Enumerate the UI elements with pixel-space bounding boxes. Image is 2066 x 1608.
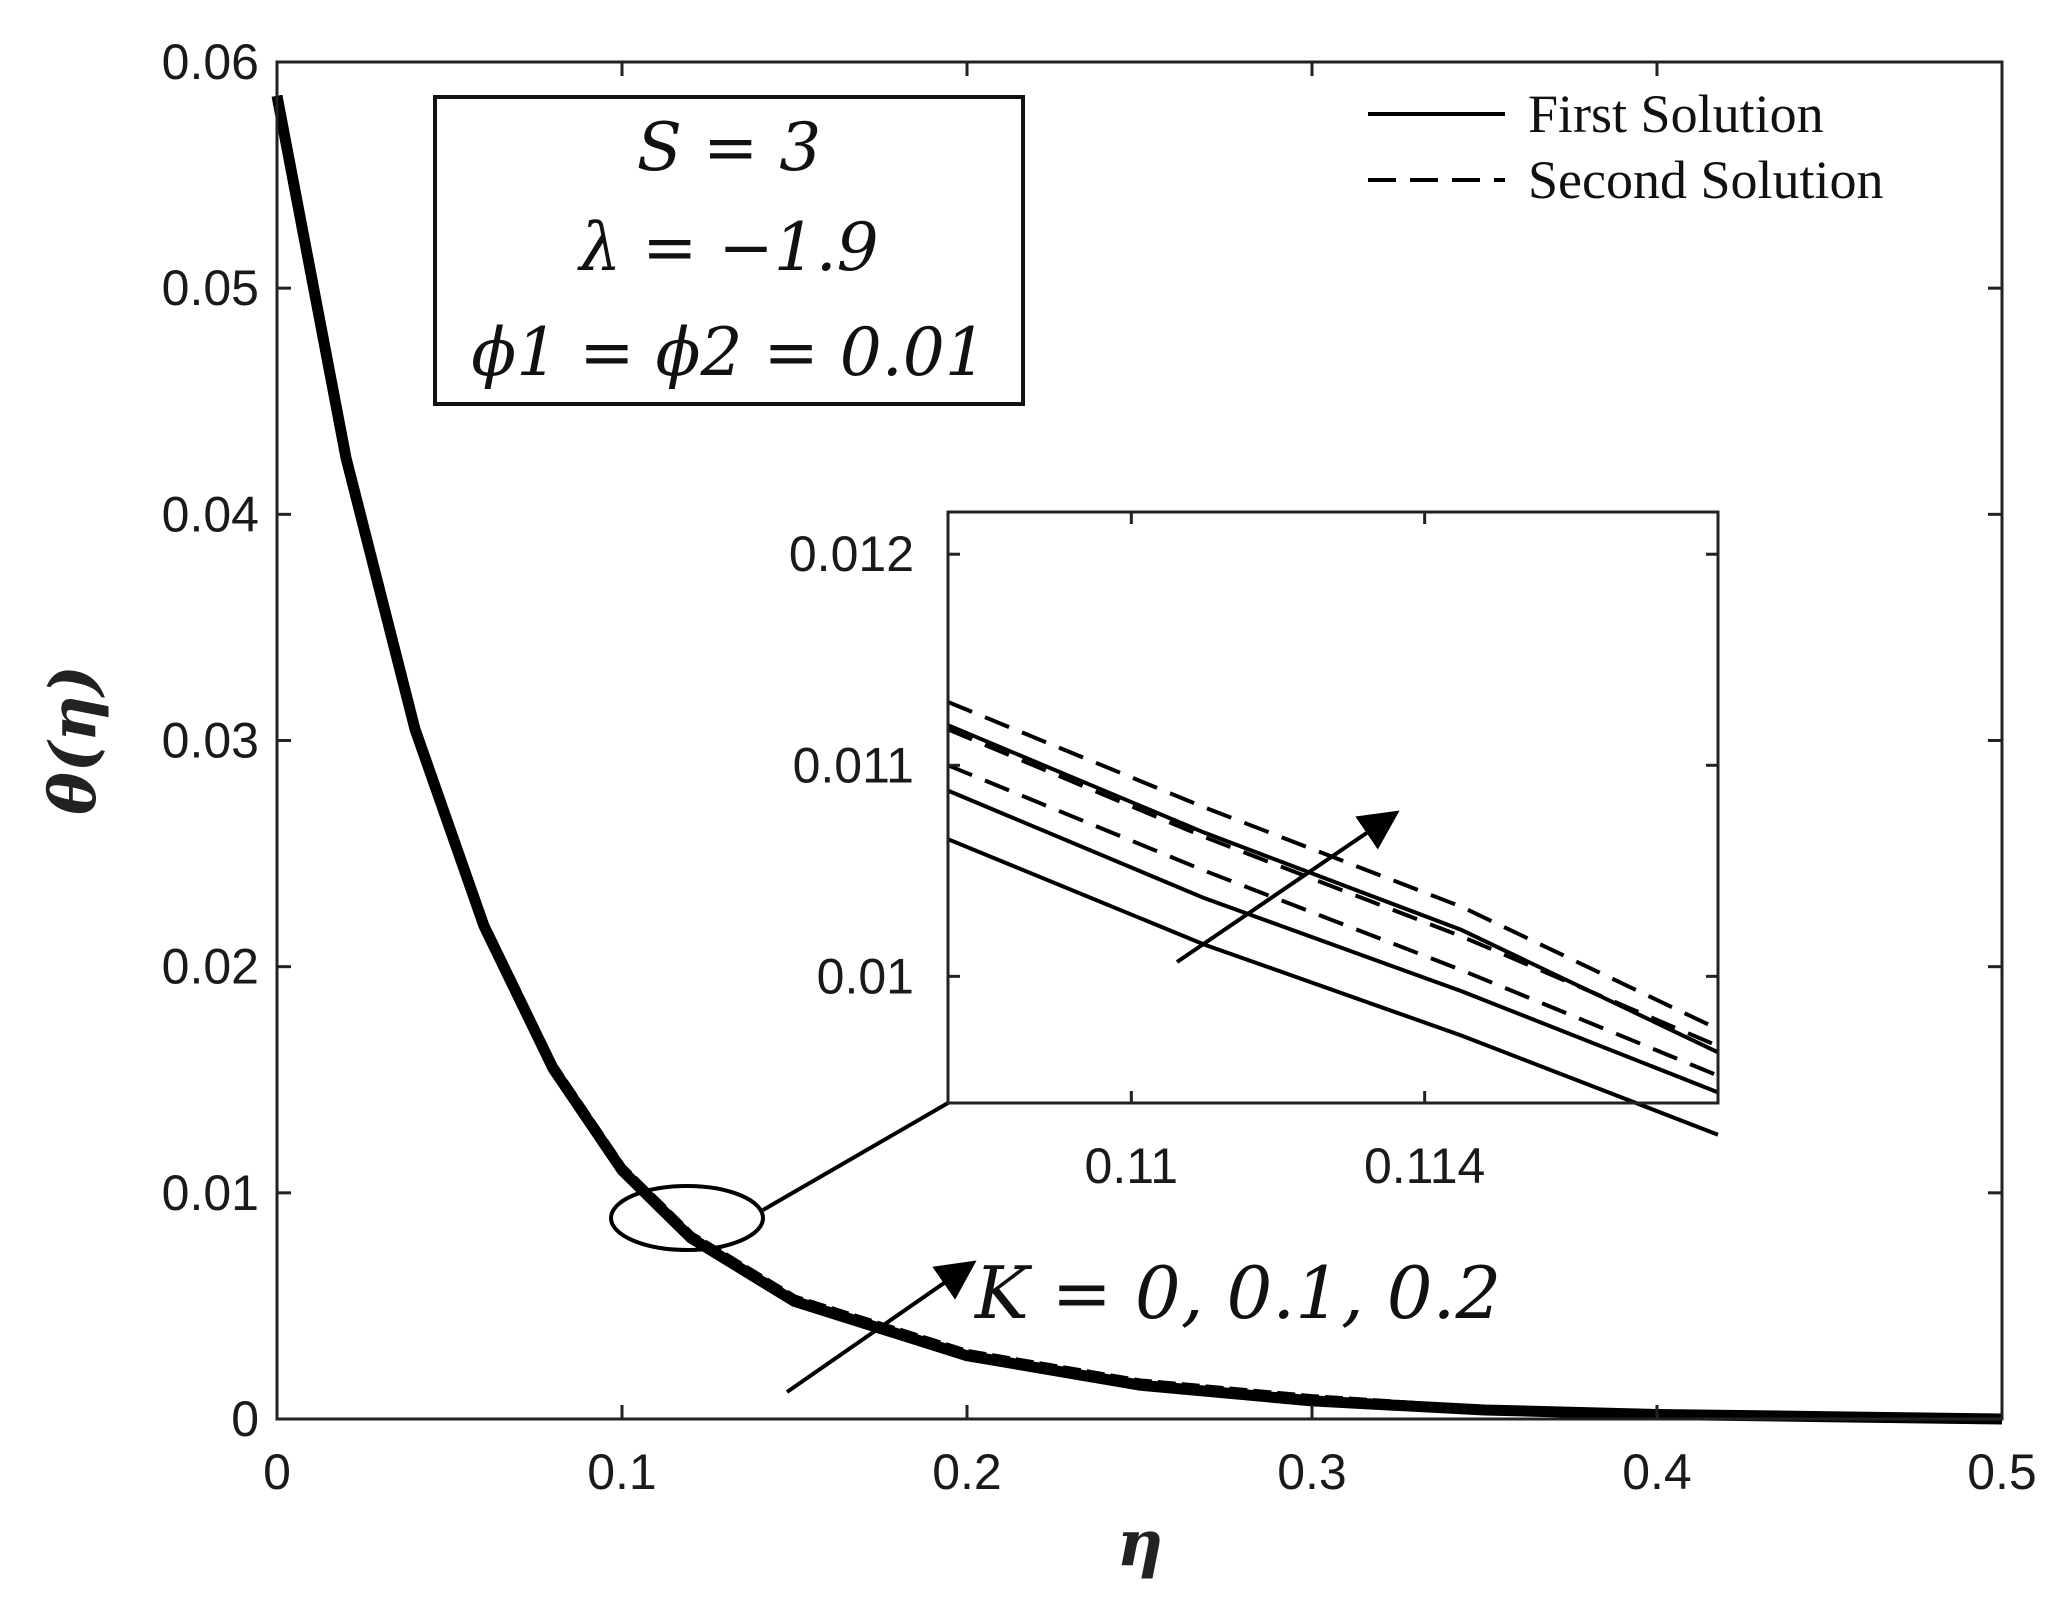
inset-axes-box <box>946 510 1720 1105</box>
inset-y-tick-label: 0.01 <box>817 948 914 1004</box>
y-tick-label: 0.01 <box>162 1165 259 1221</box>
x-axis-title: η <box>1117 1506 1164 1581</box>
series-line-dashed-1 <box>272 95 2003 1424</box>
parameter-phi: ϕ1 = ϕ2 = 0.01 <box>471 314 986 391</box>
main-tick-labels-group: 0 0.1 0.2 0.3 0.4 0.5 0 0.01 0.02 0.03 0.04 0.05 0.0… <box>162 34 2037 1500</box>
inset-series-line-solid-1 <box>947 788 1719 1095</box>
inset-x-tick-label: 0.11 <box>1085 1138 1179 1194</box>
x-tick-label: 0.1 <box>587 1444 657 1500</box>
y-tick-label: 0.04 <box>162 486 259 542</box>
y-tick-label: 0.03 <box>162 713 259 769</box>
main-k-arrow <box>785 1260 977 1394</box>
legend-label-first: First Solution <box>1528 84 1824 144</box>
y-tick-label: 0.02 <box>162 939 259 995</box>
parameter-lambda: λ = −1.9 <box>576 209 878 286</box>
inset-x-tick-label: 0.114 <box>1364 1138 1485 1194</box>
inset-series-line-dashed-4 <box>947 727 1719 1048</box>
x-tick-label: 0.2 <box>932 1444 1002 1500</box>
x-tick-label: 0.5 <box>1967 1444 2037 1500</box>
legend: First Solution Second Solution <box>1368 84 1884 210</box>
inset-k-arrow <box>1175 810 1400 964</box>
x-tick-label: 0.3 <box>1277 1444 1347 1500</box>
zoom-connector <box>761 1101 950 1212</box>
y-tick-label: 0.06 <box>162 34 259 90</box>
y-tick-label: 0 <box>231 1391 259 1447</box>
main-series-group <box>271 94 2003 1425</box>
k-annotation: K = 0, 0.1, 0.2 <box>973 1251 1501 1335</box>
inset-tick-labels-group: 0.11 0.114 0.01 0.011 0.012 <box>789 526 1486 1194</box>
y-axis-title: θ(η) <box>36 665 111 815</box>
inset-series-line-dashed-3 <box>947 763 1719 1078</box>
x-tick-label: 0.4 <box>1622 1444 1692 1500</box>
legend-label-second: Second Solution <box>1528 150 1884 210</box>
inset-background <box>948 512 1718 1103</box>
parameter-box <box>433 95 1025 406</box>
x-tick-label: 0 <box>263 1444 291 1500</box>
inset-y-tick-label: 0.011 <box>793 737 914 793</box>
parameter-s: S = 3 <box>637 109 821 186</box>
y-tick-label: 0.05 <box>162 260 259 316</box>
inset-ticks-group <box>948 512 1718 1103</box>
zoom-ellipse <box>609 1184 765 1252</box>
inset-y-tick-label: 0.012 <box>789 526 914 582</box>
inset-series-line-solid-0 <box>947 837 1719 1137</box>
main-ticks-group <box>275 60 2004 1421</box>
